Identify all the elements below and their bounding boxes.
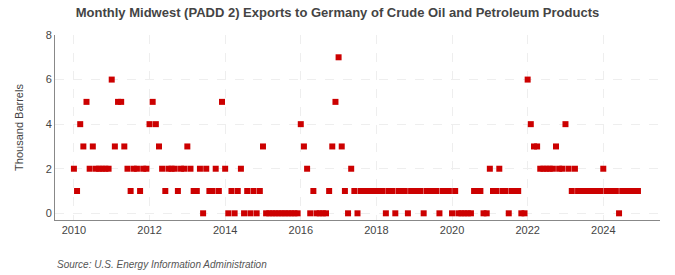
svg-text:4: 4 (46, 118, 52, 130)
svg-text:2018: 2018 (364, 224, 388, 236)
svg-text:2: 2 (46, 163, 52, 175)
svg-text:2022: 2022 (515, 224, 539, 236)
svg-text:2020: 2020 (440, 224, 464, 236)
svg-text:6: 6 (46, 73, 52, 85)
svg-text:2012: 2012 (137, 224, 161, 236)
svg-text:2024: 2024 (591, 224, 615, 236)
svg-text:2010: 2010 (62, 224, 86, 236)
svg-text:Monthly Midwest (PADD 2) Expor: Monthly Midwest (PADD 2) Exports to Germ… (76, 5, 599, 20)
svg-text:8: 8 (46, 29, 52, 41)
svg-text:Source: U.S. Energy Informatio: Source: U.S. Energy Information Administ… (57, 259, 267, 270)
svg-text:Thousand Barrels: Thousand Barrels (13, 84, 25, 171)
svg-text:2014: 2014 (213, 224, 237, 236)
svg-text:2016: 2016 (289, 224, 313, 236)
svg-text:0: 0 (46, 207, 52, 219)
